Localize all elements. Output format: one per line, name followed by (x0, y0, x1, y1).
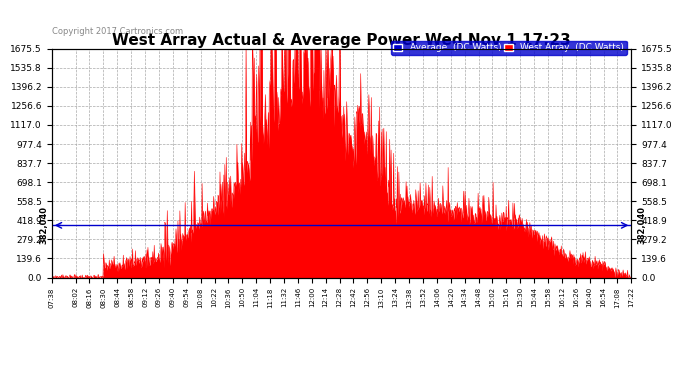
Text: 382,040: 382,040 (637, 206, 646, 245)
Title: West Array Actual & Average Power Wed Nov 1 17:23: West Array Actual & Average Power Wed No… (112, 33, 571, 48)
Legend: Average  (DC Watts), West Array  (DC Watts): Average (DC Watts), West Array (DC Watts… (391, 40, 627, 55)
Text: 382,040: 382,040 (40, 206, 49, 245)
Text: Copyright 2017 Cartronics.com: Copyright 2017 Cartronics.com (52, 27, 183, 36)
